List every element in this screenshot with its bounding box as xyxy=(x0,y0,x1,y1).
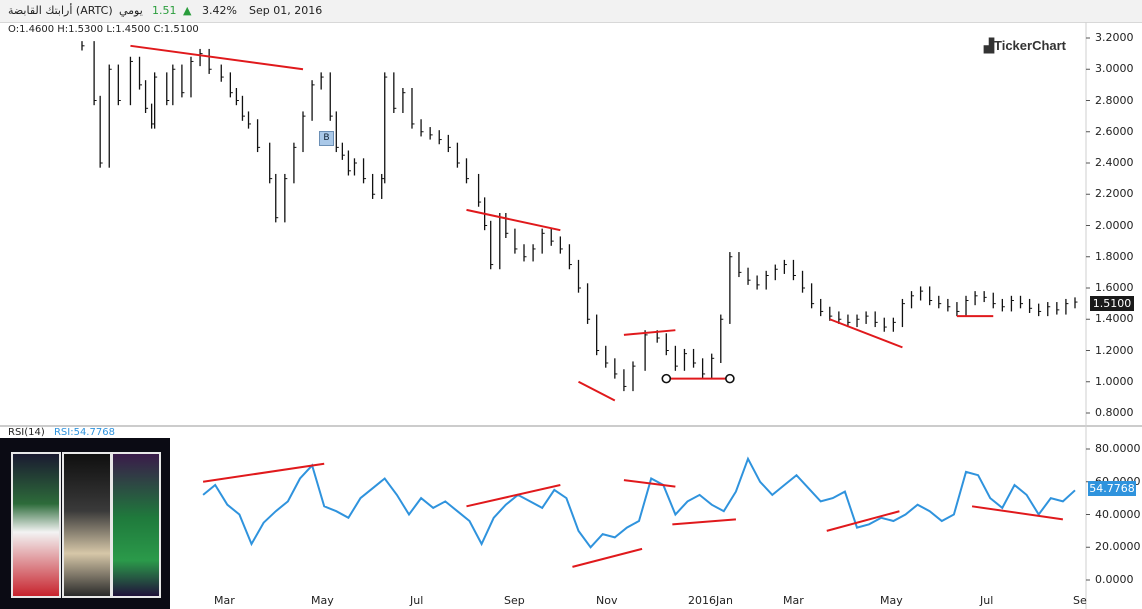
ohlc-readout: O:1.4600 H:1.5300 L:1.4500 C:1.5100 xyxy=(8,24,199,35)
time-tick-label: Se xyxy=(1073,594,1087,607)
burj-khalifa-photo xyxy=(0,438,170,609)
rsi-value-label: RSI:54.7768 xyxy=(53,427,115,438)
rsi-trendline xyxy=(572,547,643,568)
photo-panel-middle xyxy=(62,452,112,598)
price-trendline xyxy=(578,380,616,402)
tickerchart-logo: ▟TickerChart xyxy=(984,38,1066,54)
price-tick-label: 0.8000 xyxy=(1095,406,1134,419)
price-trendline xyxy=(466,208,561,232)
time-tick-label: Mar xyxy=(783,594,804,607)
rsi-trendline xyxy=(672,518,737,526)
rsi-tick-label: 20.0000 xyxy=(1095,540,1141,554)
close-value: C:1.5100 xyxy=(153,24,199,35)
logo-icon: ▟ xyxy=(984,38,994,53)
time-tick-label: May xyxy=(880,594,903,607)
pivot-circle xyxy=(725,373,735,384)
rsi-trendline xyxy=(202,462,325,483)
time-tick-label: Nov xyxy=(596,594,618,607)
pivot-circle xyxy=(661,373,672,384)
up-arrow-icon: ▲ xyxy=(183,4,192,17)
change-percent: 3.42% xyxy=(202,4,237,17)
price-trendline xyxy=(829,318,903,349)
low-value: L:1.4500 xyxy=(106,24,151,35)
high-value: H:1.5300 xyxy=(57,24,104,35)
rsi-tick-label: 80.0000 xyxy=(1095,442,1141,455)
rsi-title: RSI(14) xyxy=(8,427,45,438)
rsi-tick-label: 0.0000 xyxy=(1095,573,1134,586)
rsi-series-line xyxy=(202,456,1076,549)
time-tick-label: Jul xyxy=(980,594,994,607)
logo-text: TickerChart xyxy=(994,38,1067,53)
rsi-trendline xyxy=(466,484,561,508)
price-tick-label: 1.0000 xyxy=(1095,374,1134,388)
date-label: Sep 01, 2016 xyxy=(249,4,323,17)
rsi-value-badge: 54.7768 xyxy=(1088,481,1136,496)
price-tick-label: 2.0000 xyxy=(1095,218,1134,232)
photo-panel-left xyxy=(11,452,61,598)
open-value: O:1.4600 xyxy=(8,24,55,35)
time-tick-label: Sep xyxy=(504,594,525,607)
price-tick-label: 1.8000 xyxy=(1095,249,1134,263)
rsi-trendline xyxy=(826,510,900,532)
instrument-title: أرابتك القابضة (ARTC) xyxy=(8,4,113,17)
rsi-tick-label: 40.0000 xyxy=(1095,507,1141,521)
period-label[interactable]: يومي xyxy=(119,4,143,17)
rsi-plot xyxy=(202,448,1090,581)
time-tick-label: Jul xyxy=(410,594,424,607)
last-price: 1.51 xyxy=(152,4,177,17)
rsi-trendline xyxy=(971,505,1064,521)
price-tick-label: 3.0000 xyxy=(1095,62,1134,76)
price-tick-label: 3.2000 xyxy=(1095,31,1134,44)
price-trendline xyxy=(623,329,676,336)
price-tick-label: 1.2000 xyxy=(1095,343,1134,357)
photo-panel-right xyxy=(111,452,161,598)
price-plot xyxy=(81,37,1090,414)
buy-signal-marker[interactable]: B xyxy=(319,131,334,146)
rsi-trendline xyxy=(623,479,676,488)
price-tick-label: 2.8000 xyxy=(1095,93,1134,107)
price-tick-label: 2.2000 xyxy=(1095,187,1134,201)
time-tick-label: Mar xyxy=(214,594,235,607)
price-tick-label: 1.6000 xyxy=(1095,281,1134,294)
price-tick-label: 2.6000 xyxy=(1095,124,1134,138)
current-price-badge: 1.5100 xyxy=(1090,296,1134,311)
time-tick-label: May xyxy=(311,594,334,607)
price-tick-label: 1.4000 xyxy=(1095,312,1134,326)
price-tick-label: 2.4000 xyxy=(1095,156,1134,169)
rsi-legend: RSI(14) RSI:54.7768 xyxy=(8,427,115,438)
chart-header: أرابتك القابضة (ARTC) يومي 1.51 ▲ 3.42% … xyxy=(0,0,1142,23)
price-trendline xyxy=(130,44,304,71)
time-tick-label: 2016Jan xyxy=(688,594,733,607)
